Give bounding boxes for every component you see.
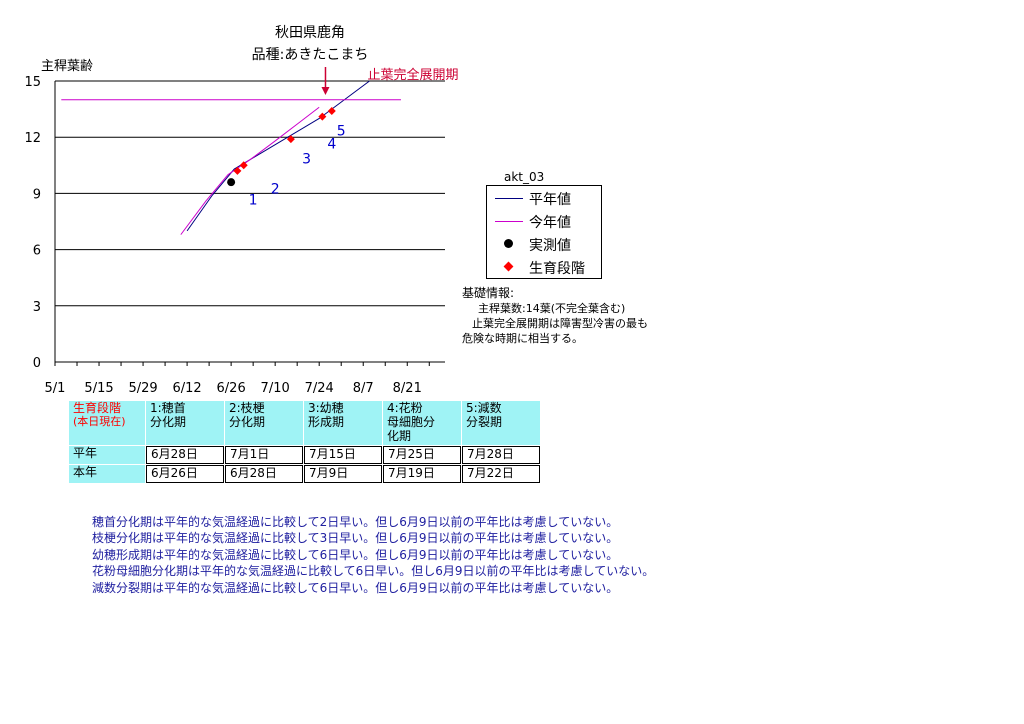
info-leaf-count: 主稈葉数:14葉(不完全葉含む) <box>478 302 626 315</box>
stage-point <box>318 112 327 121</box>
note-line: 減数分裂期は平年的な気温経過に比較して6日早い。但し6月9日以前の平年比は考慮し… <box>92 580 619 595</box>
legend-item-measured: 実測値 <box>487 233 601 255</box>
y-tick-label: 6 <box>33 244 41 259</box>
x-tick-label: 7/10 <box>261 381 290 396</box>
flag-leaf-label: 止葉完全展開期 <box>367 67 458 83</box>
stage-header-line: 母細胞分 <box>387 415 436 429</box>
measured-point <box>227 178 236 187</box>
stage-date: 6月28日 <box>146 446 224 464</box>
chart-title-location: 秋田県鹿角 <box>275 25 345 41</box>
y-axis-label: 主稈葉齢 <box>41 59 93 74</box>
corner-sublabel: (本日現在) <box>73 415 126 428</box>
x-tick-label: 8/7 <box>353 381 374 396</box>
stage-point <box>233 166 242 175</box>
stage-header-line: 形成期 <box>308 415 345 429</box>
note-line: 花粉母細胞分化期は平年的な気温経過に比較して6日早い。但し6月9日以前の平年比は… <box>92 564 655 579</box>
stage-date: 7月19日 <box>383 465 461 483</box>
legend-item-stage: 生育段階 <box>487 256 601 278</box>
stage-date: 7月15日 <box>304 446 382 464</box>
info-note-line: 止葉完全展開期は障害型冷害の最も <box>472 317 648 330</box>
table-corner: 生育段階 (本日現在) <box>69 401 145 445</box>
arrow-head-icon <box>321 87 330 95</box>
stage-number-label: 2 <box>271 181 280 197</box>
legend-label: 平年値 <box>529 192 571 208</box>
note-line: 穂首分化期は平年的な気温経過に比較して2日早い。但し6月9日以前の平年比は考慮し… <box>92 515 619 529</box>
series-line <box>180 106 320 235</box>
stage-date: 7月28日 <box>462 446 540 464</box>
stage-point <box>327 106 336 115</box>
corner-label: 生育段階 <box>73 401 122 415</box>
stage-number-label: 3 <box>302 151 311 167</box>
stage-header-line: 4:花粉 <box>387 401 423 415</box>
y-tick-label: 0 <box>33 356 41 371</box>
stage-date: 7月1日 <box>225 446 303 464</box>
diamond-marker-icon <box>503 261 514 272</box>
y-tick-label: 12 <box>24 131 41 146</box>
y-tick-label: 9 <box>33 187 41 202</box>
stage-header-line: 化期 <box>387 429 412 443</box>
info-note-line: 危険な時期に相当する。 <box>462 332 583 345</box>
stage-header-line: 5:減数 <box>466 401 502 415</box>
stage-header-line: 分裂期 <box>466 415 503 429</box>
stage-point <box>239 161 248 170</box>
stage-number-label: 4 <box>327 136 336 152</box>
note-line: 幼穂形成期は平年的な気温経過に比較して6日早い。但し6月9日以前の平年比は考慮し… <box>92 547 619 562</box>
stage-header-line: 分化期 <box>150 415 187 429</box>
info-heading: 基礎情報: <box>462 286 515 300</box>
stage-header: 3:幼穂 形成期 <box>304 401 382 445</box>
stage-comparison-notes: 穂首分化期は平年的な気温経過に比較して2日早い。但し6月9日以前の平年比は考慮し… <box>92 514 654 596</box>
stage-header-line: 1:穂首 <box>150 401 186 415</box>
growth-stage-table: 生育段階 (本日現在) 1:穂首 分化期 2:枝梗 分化期 3:幼穂 形成期 4… <box>68 400 541 484</box>
stage-date: 7月25日 <box>383 446 461 464</box>
table-row: 本年 6月26日 6月28日 7月9日 7月19日 7月22日 <box>69 465 540 483</box>
stage-number-label: 1 <box>249 193 258 209</box>
y-tick-label: 15 <box>24 75 41 90</box>
x-tick-label: 5/29 <box>128 381 157 396</box>
note-line: 枝梗分化期は平年的な気温経過に比較して3日早い。但し6月9日以前の平年比は考慮し… <box>92 531 619 546</box>
x-tick-label: 8/21 <box>393 381 422 396</box>
stage-header: 5:減数 分裂期 <box>462 401 540 445</box>
legend-item-current: 今年値 <box>487 210 601 232</box>
stage-date: 6月26日 <box>146 465 224 483</box>
x-tick-label: 6/26 <box>217 381 246 396</box>
stage-header: 4:花粉 母細胞分 化期 <box>383 401 461 445</box>
stage-header: 1:穂首 分化期 <box>146 401 224 445</box>
stage-header: 2:枝梗 分化期 <box>225 401 303 445</box>
chart-title-variety: 品種:あきたこまち <box>251 47 369 63</box>
current-line-icon <box>495 221 523 222</box>
legend-item-normal: 平年値 <box>487 187 601 209</box>
table-row: 平年 6月28日 7月1日 7月15日 7月25日 7月28日 <box>69 446 540 464</box>
stage-header-line: 2:枝梗 <box>229 401 265 415</box>
stage-point <box>286 135 295 144</box>
row-label: 平年 <box>69 446 145 464</box>
legend-label: 今年値 <box>529 215 571 231</box>
x-tick-label: 6/12 <box>172 381 201 396</box>
stage-header-row: 生育段階 (本日現在) 1:穂首 分化期 2:枝梗 分化期 3:幼穂 形成期 4… <box>69 401 540 445</box>
basic-info: 基礎情報: 主稈葉数:14葉(不完全葉含む) 止葉完全展開期は障害型冷害の最も … <box>462 286 648 346</box>
legend-label: 生育段階 <box>529 261 585 277</box>
x-tick-label: 5/1 <box>45 381 66 396</box>
row-label: 本年 <box>69 465 145 483</box>
stage-header-line: 3:幼穂 <box>308 401 344 415</box>
legend-label: 実測値 <box>529 238 571 254</box>
stage-number-label: 5 <box>337 123 346 139</box>
normal-line-icon <box>495 198 523 199</box>
stage-date: 6月28日 <box>225 465 303 483</box>
stage-date: 7月22日 <box>462 465 540 483</box>
x-tick-label: 5/15 <box>84 381 113 396</box>
y-tick-label: 3 <box>33 300 41 315</box>
series-line <box>186 80 370 232</box>
stage-header-line: 分化期 <box>229 415 266 429</box>
stage-date: 7月9日 <box>304 465 382 483</box>
circle-marker-icon <box>504 239 513 248</box>
legend: 平年値 今年値 実測値 生育段階 <box>486 185 602 279</box>
x-tick-label: 7/24 <box>305 381 334 396</box>
series-tag: akt_03 <box>504 170 545 184</box>
